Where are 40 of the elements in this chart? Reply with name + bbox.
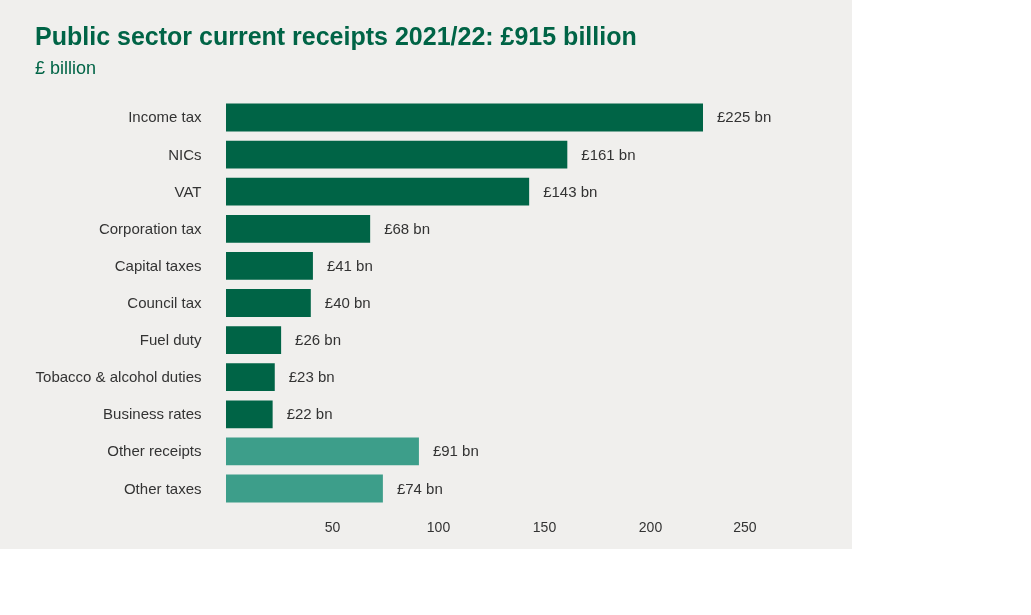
y-tick-label: Business rates bbox=[103, 405, 202, 423]
bar bbox=[226, 437, 419, 466]
data-label: £74 bn bbox=[396, 479, 443, 497]
data-label: £23 bn bbox=[288, 368, 335, 386]
y-tick-label: Income tax bbox=[128, 108, 202, 126]
y-tick-label: NICs bbox=[168, 145, 202, 163]
text: £ billion bbox=[35, 58, 97, 78]
data-label: £26 bn bbox=[295, 331, 342, 349]
bar bbox=[226, 474, 383, 503]
bar bbox=[226, 103, 703, 132]
y-tick-label: Other receipts bbox=[107, 442, 202, 460]
bar bbox=[226, 177, 530, 206]
y-tick-label: Fuel duty bbox=[139, 331, 202, 349]
data-label: £143 bn bbox=[543, 182, 598, 200]
bar bbox=[226, 140, 568, 169]
y-tick-label: Other taxes bbox=[123, 479, 202, 497]
y-tick-label: Capital taxes bbox=[114, 256, 202, 274]
data-label: £40 bn bbox=[324, 294, 371, 311]
data-label: £22 bn bbox=[286, 405, 333, 423]
bar bbox=[226, 289, 311, 317]
data-label: £68 bn bbox=[384, 219, 431, 237]
x-tick-label: 100 bbox=[426, 518, 451, 535]
data-label: £91 bn bbox=[432, 442, 479, 460]
bar bbox=[226, 400, 273, 429]
bar bbox=[226, 251, 313, 280]
bar bbox=[226, 214, 371, 243]
x-tick-label: 50 bbox=[324, 518, 341, 535]
y-tick-label: Council tax bbox=[127, 294, 202, 311]
y-tick-label: Corporation tax bbox=[98, 219, 202, 237]
x-tick-label: 200 bbox=[638, 518, 663, 535]
data-label: £225 bn bbox=[717, 108, 772, 126]
data-label: £41 bn bbox=[326, 256, 373, 274]
bar bbox=[226, 363, 275, 392]
x-tick-label: 250 bbox=[733, 518, 757, 535]
y-tick-label: Tobacco & alcohol duties bbox=[35, 368, 202, 386]
x-tick-label: 150 bbox=[532, 518, 557, 535]
y-tick-label: VAT bbox=[174, 182, 202, 200]
chart-title: Public sector current receipts 2021/22: £915 billion bbox=[35, 22, 637, 50]
data-label: £161 bn bbox=[581, 145, 636, 163]
bar bbox=[226, 326, 282, 355]
